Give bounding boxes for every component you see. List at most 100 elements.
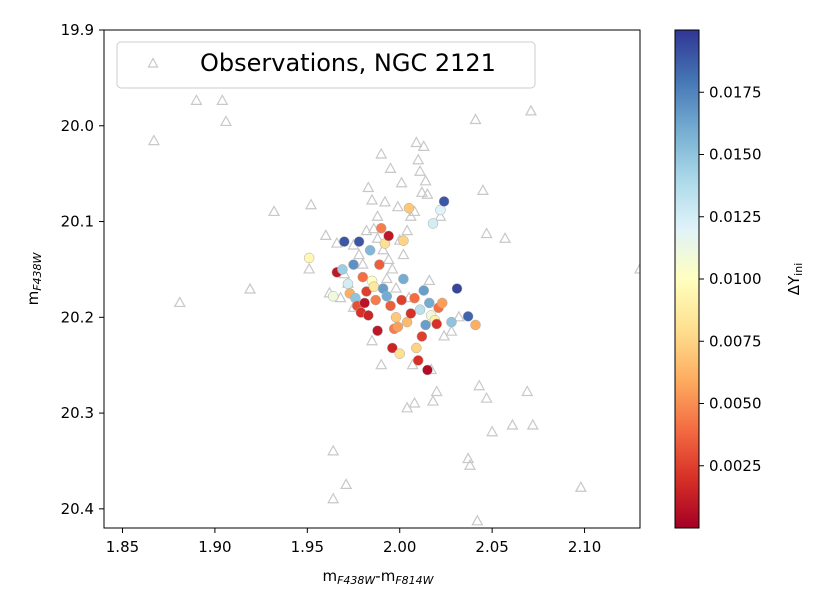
model-point	[357, 271, 369, 283]
observation-point	[190, 94, 203, 105]
model-point	[405, 308, 417, 319]
model-point	[364, 245, 376, 256]
observation-point	[415, 186, 428, 197]
model-point	[390, 312, 402, 323]
observation-point	[463, 459, 476, 470]
model-point	[372, 325, 383, 336]
y-tick-label: 20.0	[61, 117, 94, 135]
model-point	[387, 342, 398, 354]
model-point	[462, 311, 474, 322]
observation-point	[375, 358, 388, 370]
colorbar: 0.0025 0.0050 0.0075 0.0100 0.0125 0.0150 0.01…	[674, 29, 805, 529]
model-point	[339, 236, 350, 247]
colorbar-tick-label: 0.0150	[709, 146, 762, 164]
observation-point	[633, 262, 640, 274]
model-point	[337, 264, 348, 275]
observation-point	[327, 492, 340, 504]
model-point	[398, 273, 409, 285]
observation-point	[417, 140, 430, 151]
model-point	[414, 304, 426, 315]
model-point	[370, 294, 381, 306]
observation-point	[391, 200, 404, 212]
model-point	[374, 259, 385, 270]
y-tick-label: 20.3	[61, 404, 94, 422]
observation-point	[377, 243, 390, 255]
observation-point	[434, 210, 447, 221]
model-point	[420, 319, 431, 331]
observation-point	[480, 391, 493, 403]
model-point	[348, 259, 359, 270]
model-point	[436, 297, 448, 309]
observation-point	[340, 478, 353, 490]
y-tick-label: 20.2	[61, 308, 94, 326]
observation-point	[430, 385, 443, 397]
observation-point	[469, 113, 482, 125]
colorbar-gradient	[674, 29, 700, 529]
observation-point	[499, 232, 512, 243]
model-markers	[303, 196, 481, 376]
observation-point	[378, 195, 391, 207]
model-point	[403, 202, 415, 214]
model-point	[396, 294, 407, 306]
observation-point	[480, 227, 493, 239]
model-point	[361, 286, 372, 297]
x-tick-label: 2.00	[383, 538, 416, 556]
model-point	[363, 310, 374, 321]
observation-point	[414, 165, 427, 176]
observation-point	[371, 232, 384, 243]
colorbar-label: ΔYini	[785, 263, 805, 296]
observation-point	[219, 115, 233, 127]
observation-point	[390, 281, 403, 293]
model-point	[416, 331, 428, 342]
observation-point	[473, 379, 486, 391]
model-point	[451, 283, 463, 294]
x-axis-ticks: 1.85 1.90 1.95 2.00 2.05 2.10	[106, 528, 601, 556]
observation-point	[521, 385, 534, 397]
observation-point	[526, 418, 539, 430]
observation-point	[408, 396, 421, 408]
model-point	[342, 278, 354, 290]
model-point	[327, 290, 339, 302]
colorbar-tick-label: 0.0025	[709, 457, 762, 475]
observation-point	[353, 248, 366, 260]
model-point	[394, 348, 405, 359]
observation-point	[365, 193, 379, 205]
observation-point	[401, 224, 414, 236]
model-point	[438, 196, 450, 207]
observation-point	[452, 310, 465, 322]
x-tick-label: 1.95	[291, 538, 324, 556]
observation-point	[356, 257, 369, 269]
observation-point	[147, 134, 160, 146]
model-point	[470, 319, 481, 331]
legend: Observations, NGC 2121	[116, 41, 536, 89]
model-point	[375, 222, 387, 234]
x-tick-label: 1.90	[198, 538, 231, 556]
observation-point	[471, 514, 484, 526]
model-point	[427, 218, 439, 229]
observation-point	[397, 248, 410, 260]
observation-point	[524, 104, 537, 116]
observation-point	[319, 229, 332, 241]
observation-point	[362, 181, 375, 193]
model-point	[359, 297, 370, 309]
model-point	[411, 342, 422, 354]
model-point	[412, 355, 424, 366]
observation-point	[243, 282, 257, 294]
observation-point	[410, 136, 423, 148]
observation-point	[384, 162, 397, 173]
observation-point	[476, 184, 489, 195]
legend-triangle-icon	[147, 57, 159, 68]
observation-point	[386, 262, 399, 274]
model-point	[385, 300, 396, 312]
observation-point	[419, 174, 432, 186]
colorbar-tick-label: 0.0050	[709, 395, 762, 413]
model-point	[424, 297, 435, 309]
legend-box	[116, 41, 536, 89]
observation-point	[412, 153, 425, 165]
observation-point	[382, 253, 395, 264]
observation-point	[380, 272, 393, 284]
observation-point	[304, 198, 318, 210]
model-point	[446, 316, 457, 328]
y-axis-label: mF438W	[24, 251, 44, 305]
